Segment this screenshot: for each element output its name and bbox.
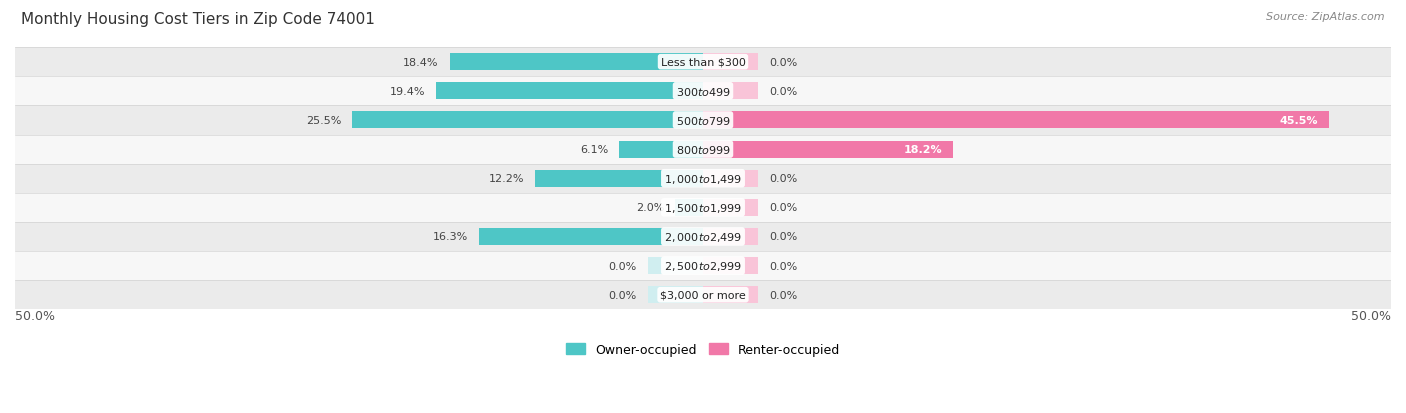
Bar (478, 228, 703, 245)
Text: Less than $300: Less than $300 (661, 57, 745, 67)
Text: 0.0%: 0.0% (769, 87, 797, 97)
Text: 0.0%: 0.0% (769, 290, 797, 300)
Text: 18.4%: 18.4% (404, 57, 439, 67)
Text: $1,000 to $1,499: $1,000 to $1,499 (664, 172, 742, 185)
Bar (703, 83, 758, 100)
Text: 18.2%: 18.2% (904, 145, 942, 155)
Bar (15, 222, 1391, 252)
Bar (675, 199, 703, 216)
Bar (703, 199, 758, 216)
Bar (15, 280, 1391, 309)
Text: 0.0%: 0.0% (769, 232, 797, 242)
Text: 19.4%: 19.4% (389, 87, 425, 97)
Bar (352, 112, 703, 129)
Bar (648, 287, 703, 304)
Bar (619, 141, 703, 158)
Bar (15, 135, 1391, 164)
Legend: Owner-occupied, Renter-occupied: Owner-occupied, Renter-occupied (561, 338, 845, 361)
Bar (648, 258, 703, 274)
Text: 0.0%: 0.0% (609, 290, 637, 300)
Text: 6.1%: 6.1% (579, 145, 607, 155)
Bar (703, 258, 758, 274)
Text: $1,500 to $1,999: $1,500 to $1,999 (664, 202, 742, 214)
Text: $3,000 or more: $3,000 or more (661, 290, 745, 300)
Bar (703, 112, 1329, 129)
Bar (15, 106, 1391, 135)
Bar (436, 83, 703, 100)
Bar (15, 252, 1391, 280)
Text: 0.0%: 0.0% (769, 174, 797, 184)
Text: 12.2%: 12.2% (489, 174, 524, 184)
Bar (15, 48, 1391, 77)
Text: $500 to $799: $500 to $799 (675, 115, 731, 127)
Text: 50.0%: 50.0% (1351, 309, 1391, 323)
Bar (703, 170, 758, 187)
Text: 2.0%: 2.0% (636, 203, 665, 213)
Text: 0.0%: 0.0% (769, 203, 797, 213)
Bar (703, 228, 758, 245)
Bar (450, 54, 703, 71)
Bar (15, 193, 1391, 222)
Text: 0.0%: 0.0% (609, 261, 637, 271)
Text: 25.5%: 25.5% (305, 116, 342, 126)
Bar (536, 170, 703, 187)
Text: $2,500 to $2,999: $2,500 to $2,999 (664, 259, 742, 273)
Text: 50.0%: 50.0% (15, 309, 55, 323)
Text: 16.3%: 16.3% (433, 232, 468, 242)
Text: $800 to $999: $800 to $999 (675, 144, 731, 156)
Text: 45.5%: 45.5% (1279, 116, 1317, 126)
Text: 0.0%: 0.0% (769, 57, 797, 67)
Text: Monthly Housing Cost Tiers in Zip Code 74001: Monthly Housing Cost Tiers in Zip Code 7… (21, 12, 375, 27)
Bar (703, 141, 953, 158)
Bar (15, 164, 1391, 193)
Bar (703, 54, 758, 71)
Bar (703, 287, 758, 304)
Text: $2,000 to $2,499: $2,000 to $2,499 (664, 230, 742, 243)
Text: $300 to $499: $300 to $499 (675, 85, 731, 97)
Bar (15, 77, 1391, 106)
Text: 0.0%: 0.0% (769, 261, 797, 271)
Text: Source: ZipAtlas.com: Source: ZipAtlas.com (1267, 12, 1385, 22)
